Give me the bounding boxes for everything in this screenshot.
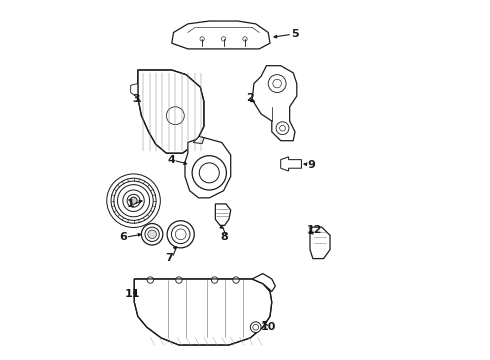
Circle shape bbox=[172, 225, 190, 244]
Circle shape bbox=[130, 197, 137, 204]
Polygon shape bbox=[310, 227, 330, 258]
Polygon shape bbox=[252, 274, 275, 292]
Circle shape bbox=[211, 277, 218, 283]
Circle shape bbox=[111, 178, 156, 223]
Circle shape bbox=[127, 194, 140, 207]
Circle shape bbox=[250, 322, 261, 333]
Circle shape bbox=[167, 221, 194, 248]
Circle shape bbox=[268, 75, 286, 93]
Text: 8: 8 bbox=[220, 232, 228, 242]
Circle shape bbox=[167, 107, 184, 125]
Polygon shape bbox=[193, 136, 204, 144]
Polygon shape bbox=[131, 84, 138, 98]
Text: 5: 5 bbox=[291, 29, 298, 39]
Polygon shape bbox=[252, 66, 297, 141]
Text: 4: 4 bbox=[167, 156, 175, 165]
Circle shape bbox=[142, 224, 163, 245]
Circle shape bbox=[145, 227, 159, 242]
Polygon shape bbox=[215, 204, 231, 225]
Circle shape bbox=[123, 190, 144, 211]
Circle shape bbox=[280, 125, 285, 131]
Text: 12: 12 bbox=[306, 225, 322, 235]
Circle shape bbox=[199, 163, 220, 183]
Circle shape bbox=[200, 37, 204, 41]
Circle shape bbox=[273, 79, 281, 88]
Circle shape bbox=[233, 277, 239, 283]
Polygon shape bbox=[281, 157, 301, 171]
Circle shape bbox=[243, 37, 247, 41]
Text: 10: 10 bbox=[261, 322, 276, 332]
Circle shape bbox=[118, 185, 149, 217]
Text: 2: 2 bbox=[245, 93, 253, 103]
Text: 6: 6 bbox=[119, 232, 127, 242]
Circle shape bbox=[221, 37, 226, 41]
Circle shape bbox=[148, 230, 156, 239]
Text: 11: 11 bbox=[124, 289, 140, 299]
Circle shape bbox=[114, 181, 153, 220]
Circle shape bbox=[147, 277, 153, 283]
Polygon shape bbox=[134, 279, 272, 345]
Circle shape bbox=[107, 174, 160, 228]
Circle shape bbox=[253, 324, 259, 330]
Circle shape bbox=[276, 122, 289, 135]
Text: 1: 1 bbox=[126, 199, 134, 209]
Polygon shape bbox=[185, 137, 231, 198]
Text: 7: 7 bbox=[166, 253, 173, 263]
Circle shape bbox=[175, 229, 186, 240]
Circle shape bbox=[192, 156, 226, 190]
Text: 9: 9 bbox=[308, 160, 316, 170]
Text: 3: 3 bbox=[132, 94, 140, 104]
Polygon shape bbox=[172, 21, 270, 49]
Polygon shape bbox=[138, 70, 204, 153]
Circle shape bbox=[176, 277, 182, 283]
